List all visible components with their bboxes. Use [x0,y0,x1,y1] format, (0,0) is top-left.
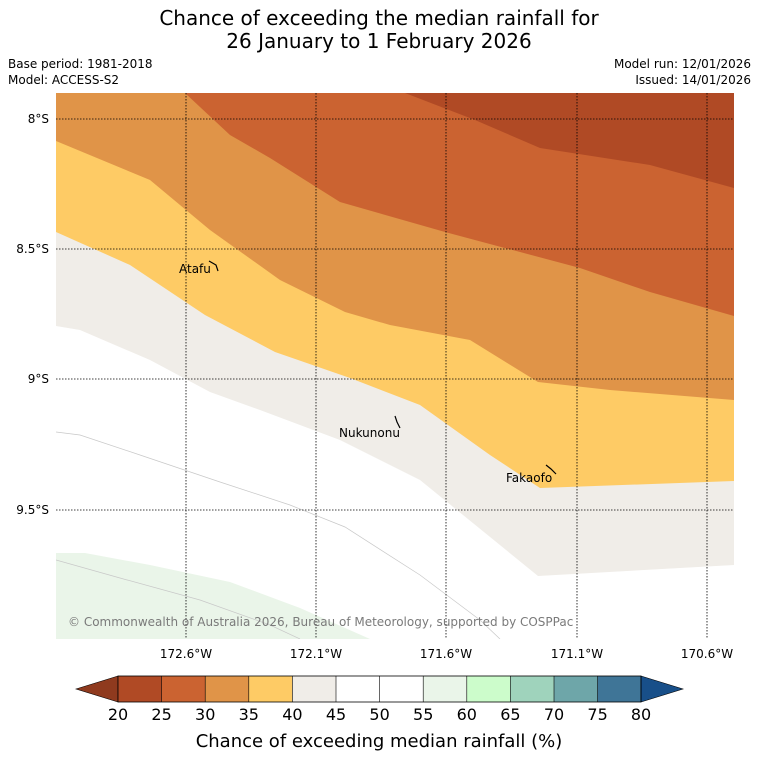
contour-line-50 [56,431,501,639]
copyright-notice: © Commonwealth of Australia 2026, Bureau… [68,615,573,629]
colorbar-cell-70-75 [554,676,598,702]
model-run: Model run: 12/01/2026 [613,57,751,71]
chart-title-line-1: Chance of exceeding the median rainfall … [159,6,599,30]
colorbar-cell-75-80 [597,676,642,702]
lon-label-172-1w: 172.1°W [290,647,342,661]
colorbar-tick-80: 80 [631,705,651,724]
colorbar-tick-60: 60 [457,705,477,724]
lat-label-8-5s: 8.5°S [16,242,49,256]
nukunonu-coastline [394,415,401,429]
colorbar-cell-35-40 [248,676,293,702]
base-period: Base period: 1981-2018 [8,57,153,71]
colorbar-extend-high [640,675,685,703]
place-label-nukunonu: Nukunonu [339,426,400,440]
colorbar-cell-45-50 [336,676,380,702]
colorbar-cell-50-55 [379,676,424,702]
colorbar-tick-20: 20 [108,705,128,724]
colorbar-cell-55-60 [423,676,467,702]
fakaofo-coastline [545,464,557,475]
place-label-atafu: Atafu [179,262,211,276]
colorbar-tick-45: 45 [326,705,346,724]
colorbar-dividers [161,676,598,702]
zone-20-25 [405,93,734,188]
colorbar-tick-55: 55 [413,705,433,724]
lat-label-8s: 8°S [28,112,49,126]
colorbar-tick-75: 75 [587,705,607,724]
colorbar-tick-40: 40 [282,705,302,724]
lon-label-170-6w: 170.6°W [681,647,733,661]
lat-label-9s: 9°S [28,372,49,386]
colorbar-outline [117,675,642,703]
colorbar-tick-50: 50 [369,705,389,724]
contour-line-55 [56,559,301,639]
zone-55-60 [56,553,370,639]
lon-label-171-1w: 171.1°W [551,647,603,661]
colorbar-tick-30: 30 [195,705,215,724]
model-name: Model: ACCESS-S2 [8,73,120,87]
colorbar-cell-65-70 [510,676,554,702]
probability-map: Atafu Nukunonu Fakaofo © Commonwealth of… [56,93,734,639]
colorbar-cell-40-45 [292,676,336,702]
colorbar-title: Chance of exceeding median rainfall (%) [196,731,563,752]
lat-label-9-5s: 9.5°S [16,503,49,517]
lon-label-171-6w: 171.6°W [420,647,472,661]
colorbar-tick-25: 25 [151,705,171,724]
colorbar-extend-low [74,675,119,703]
colorbar-tick-35: 35 [239,705,259,724]
place-label-fakaofo: Fakaofo [506,471,552,485]
atafu-coastline [208,260,219,272]
colorbar-tick-65: 65 [500,705,520,724]
lon-label-172-6w: 172.6°W [160,647,212,661]
chart-title-line-2: 26 January to 1 February 2026 [226,29,532,53]
colorbar: 20 25 30 35 40 45 50 55 60 65 70 75 80 C… [74,675,685,752]
issued-date: Issued: 14/01/2026 [635,73,751,87]
colorbar-cell-30-35 [205,676,249,702]
colorbar-cell-60-65 [466,676,511,702]
colorbar-cell-20-25 [118,676,162,702]
colorbar-cell-25-30 [161,676,206,702]
colorbar-tick-70: 70 [544,705,564,724]
